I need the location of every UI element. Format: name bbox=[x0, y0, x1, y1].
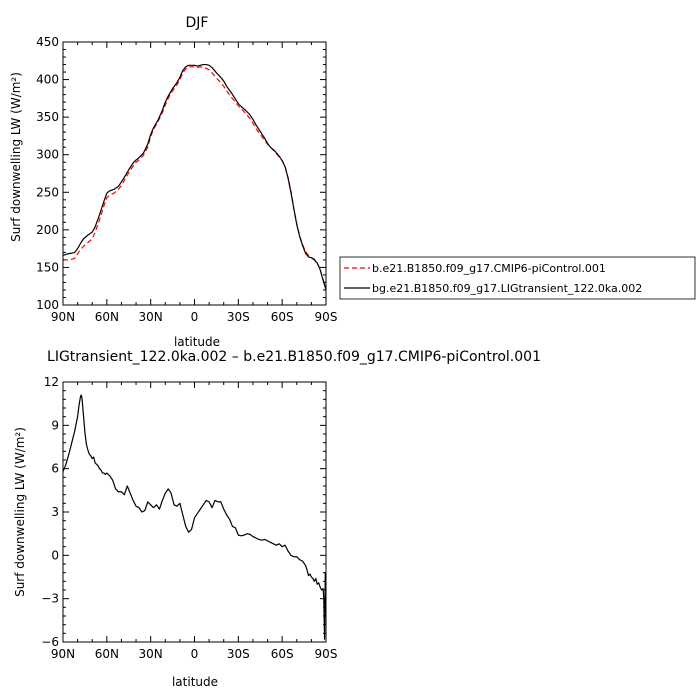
y-tick-label: 6 bbox=[51, 462, 59, 476]
x-tick-label: 30N bbox=[139, 310, 163, 324]
legend-label-picontrol: b.e21.B1850.f09_g17.CMIP6-piControl.001 bbox=[372, 262, 606, 275]
top-plot-frame bbox=[62, 41, 327, 306]
top-y-label: Surf downwelling LW (W/m²) bbox=[9, 72, 23, 242]
y-tick-label: 200 bbox=[36, 223, 59, 237]
top-title: DJF bbox=[186, 15, 209, 31]
x-tick-label: 0 bbox=[191, 647, 199, 661]
y-tick-label: 3 bbox=[51, 505, 59, 519]
y-tick-label: 100 bbox=[36, 298, 59, 312]
y-tick-label: 150 bbox=[36, 260, 59, 274]
top-x-label: latitude bbox=[174, 335, 220, 349]
x-tick-label: 90S bbox=[315, 310, 338, 324]
y-tick-label: 300 bbox=[36, 148, 59, 162]
bottom-y-label: Surf downwelling LW (W/m²) bbox=[13, 427, 27, 597]
x-tick-label: 30S bbox=[227, 647, 250, 661]
legend: b.e21.B1850.f09_g17.CMIP6-piControl.001 … bbox=[339, 256, 696, 300]
y-tick-label: 250 bbox=[36, 185, 59, 199]
panel-top: DJF latitude Surf downwelling LW (W/m²) … bbox=[9, 15, 337, 349]
x-tick-label: 60S bbox=[271, 647, 294, 661]
legend-box bbox=[339, 256, 696, 300]
y-tick-label: 450 bbox=[36, 35, 59, 49]
bottom-series-lines bbox=[62, 394, 327, 640]
x-tick-label: 30N bbox=[139, 647, 163, 661]
x-tick-label: 0 bbox=[191, 310, 199, 324]
top-series-lines bbox=[62, 63, 327, 291]
x-tick-label: 90N bbox=[51, 310, 75, 324]
bottom-plot-frame bbox=[62, 381, 327, 643]
series-line-1 bbox=[62, 63, 327, 291]
series-line-0 bbox=[62, 394, 327, 640]
top-x-ticks: 90N 60N 30N 0 30S 60S 90S bbox=[51, 42, 338, 324]
x-tick-label: 90S bbox=[315, 647, 338, 661]
x-tick-label: 30S bbox=[227, 310, 250, 324]
y-tick-label: 0 bbox=[51, 548, 59, 562]
bottom-title: LIGtransient_122.0ka.002 – b.e21.B1850.f… bbox=[47, 349, 541, 365]
y-tick-label: 12 bbox=[44, 375, 59, 389]
y-tick-label: −3 bbox=[41, 592, 59, 606]
series-line-0 bbox=[63, 66, 327, 288]
legend-label-ligtransient: bg.e21.B1850.f09_g17.LIGtransient_122.0k… bbox=[372, 282, 642, 295]
y-tick-label: 400 bbox=[36, 73, 59, 87]
top-y-ticks: 100 150 200 250 300 350 400 450 bbox=[36, 35, 326, 312]
bottom-x-label: latitude bbox=[172, 675, 218, 689]
y-tick-label: −6 bbox=[41, 635, 59, 649]
x-tick-label: 60N bbox=[95, 647, 119, 661]
y-tick-label: 350 bbox=[36, 110, 59, 124]
y-tick-label: 9 bbox=[51, 418, 59, 432]
x-tick-label: 60N bbox=[95, 310, 119, 324]
x-tick-label: 90N bbox=[51, 647, 75, 661]
x-tick-label: 60S bbox=[271, 310, 294, 324]
panel-bottom: LIGtransient_122.0ka.002 – b.e21.B1850.f… bbox=[13, 349, 541, 689]
bottom-x-ticks: 90N 60N 30N 0 30S 60S 90S bbox=[51, 382, 338, 661]
